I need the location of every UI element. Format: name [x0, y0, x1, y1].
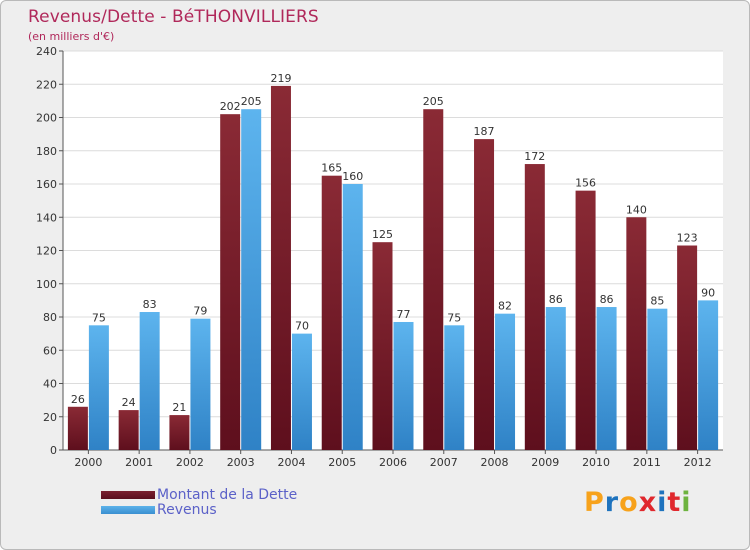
- bar-debt: [626, 217, 647, 450]
- logo-letter: t: [667, 487, 682, 518]
- legend: Montant de la Dette Revenus: [101, 486, 298, 518]
- legend-swatch-debt: [101, 490, 155, 499]
- data-label-debt: 187: [474, 125, 495, 138]
- logo-letter: i: [657, 487, 668, 518]
- bar-revenue: [698, 300, 719, 450]
- y-tick-label: 20: [43, 411, 57, 424]
- logo-letter: x: [638, 487, 658, 518]
- bar-revenue: [241, 109, 262, 450]
- data-label-revenue: 90: [701, 286, 715, 299]
- y-tick-label: 180: [36, 145, 57, 158]
- chart-subtitle: (en milliers d'€): [28, 30, 115, 43]
- bar-revenue: [393, 321, 414, 450]
- logo-letter: r: [604, 487, 620, 518]
- x-tick-label: 2000: [74, 456, 102, 469]
- x-tick-label: 2010: [582, 456, 610, 469]
- data-label-debt: 26: [71, 393, 85, 406]
- y-tick-label: 140: [36, 211, 57, 224]
- x-tick-label: 2012: [684, 456, 712, 469]
- data-label-revenue: 160: [342, 170, 363, 183]
- bar-debt: [67, 406, 88, 450]
- bar-revenue: [647, 308, 668, 450]
- y-tick-label: 220: [36, 78, 57, 91]
- x-tick-label: 2004: [277, 456, 305, 469]
- bar-debt: [169, 415, 190, 450]
- x-tick-label: 2008: [481, 456, 509, 469]
- bar-debt: [423, 109, 444, 450]
- y-tick-label: 100: [36, 278, 57, 291]
- x-tick-label: 2007: [430, 456, 458, 469]
- data-label-revenue: 86: [549, 293, 563, 306]
- data-label-revenue: 82: [498, 300, 512, 313]
- x-tick-label: 2006: [379, 456, 407, 469]
- bar-debt: [118, 410, 139, 450]
- y-tick-label: 80: [43, 311, 57, 324]
- bar-debt: [220, 114, 241, 451]
- y-tick-label: 120: [36, 245, 57, 258]
- logo-letter: i: [681, 487, 692, 518]
- data-label-revenue: 79: [193, 305, 207, 318]
- data-label-debt: 123: [677, 232, 698, 245]
- data-label-revenue: 77: [397, 308, 411, 321]
- bar-revenue: [495, 313, 516, 450]
- legend-item-revenue: Revenus: [101, 501, 297, 518]
- y-tick-label: 40: [43, 378, 57, 391]
- bar-debt: [677, 245, 698, 450]
- bar-debt: [474, 139, 495, 451]
- logo-letter: o: [619, 487, 639, 518]
- chart-title: Revenus/Dette - BéTHONVILLIERS: [28, 7, 319, 27]
- data-label-debt: 156: [575, 177, 596, 190]
- bar-revenue: [190, 318, 211, 450]
- y-tick-label: 200: [36, 112, 57, 125]
- bar-revenue: [88, 325, 109, 450]
- y-tick-label: 60: [43, 344, 57, 357]
- y-tick-label: 0: [50, 444, 57, 457]
- legend-swatch-revenue: [101, 505, 155, 514]
- legend-item-debt: Montant de la Dette: [101, 486, 298, 503]
- data-label-revenue: 75: [447, 311, 461, 324]
- bar-revenue: [545, 307, 566, 450]
- data-label-revenue: 205: [241, 95, 262, 108]
- x-tick-label: 2009: [531, 456, 559, 469]
- data-label-revenue: 83: [143, 298, 157, 311]
- data-label-debt: 140: [626, 203, 647, 216]
- y-tick-label: 240: [36, 45, 57, 58]
- data-label-debt: 202: [220, 100, 241, 113]
- data-label-debt: 24: [122, 396, 136, 409]
- bar-revenue: [139, 312, 160, 450]
- bar-debt: [524, 164, 545, 451]
- data-label-revenue: 75: [92, 311, 106, 324]
- bar-revenue: [291, 333, 312, 450]
- legend-label-debt: Montant de la Dette: [157, 486, 298, 503]
- logo-letter: P: [584, 487, 605, 518]
- proxiti-logo: Proxiti: [584, 487, 692, 518]
- bar-debt: [372, 242, 393, 450]
- x-tick-label: 2003: [227, 456, 255, 469]
- data-label-debt: 219: [270, 72, 291, 85]
- data-label-debt: 21: [172, 401, 186, 414]
- data-label-revenue: 86: [600, 293, 614, 306]
- y-tick-label: 160: [36, 178, 57, 191]
- bar-revenue: [596, 307, 617, 450]
- bar-revenue: [444, 325, 465, 450]
- data-label-revenue: 85: [650, 295, 664, 308]
- bar-debt: [575, 190, 596, 450]
- x-tick-label: 2005: [328, 456, 356, 469]
- data-label-debt: 172: [524, 150, 545, 163]
- x-tick-label: 2001: [125, 456, 153, 469]
- bar-debt: [270, 85, 291, 450]
- bar-revenue: [342, 184, 363, 450]
- data-label-revenue: 70: [295, 320, 309, 333]
- data-label-debt: 165: [321, 162, 342, 175]
- bar-debt: [321, 175, 342, 450]
- legend-label-revenue: Revenus: [157, 501, 217, 518]
- data-label-debt: 125: [372, 228, 393, 241]
- x-tick-label: 2002: [176, 456, 204, 469]
- x-tick-label: 2011: [633, 456, 661, 469]
- data-label-debt: 205: [423, 95, 444, 108]
